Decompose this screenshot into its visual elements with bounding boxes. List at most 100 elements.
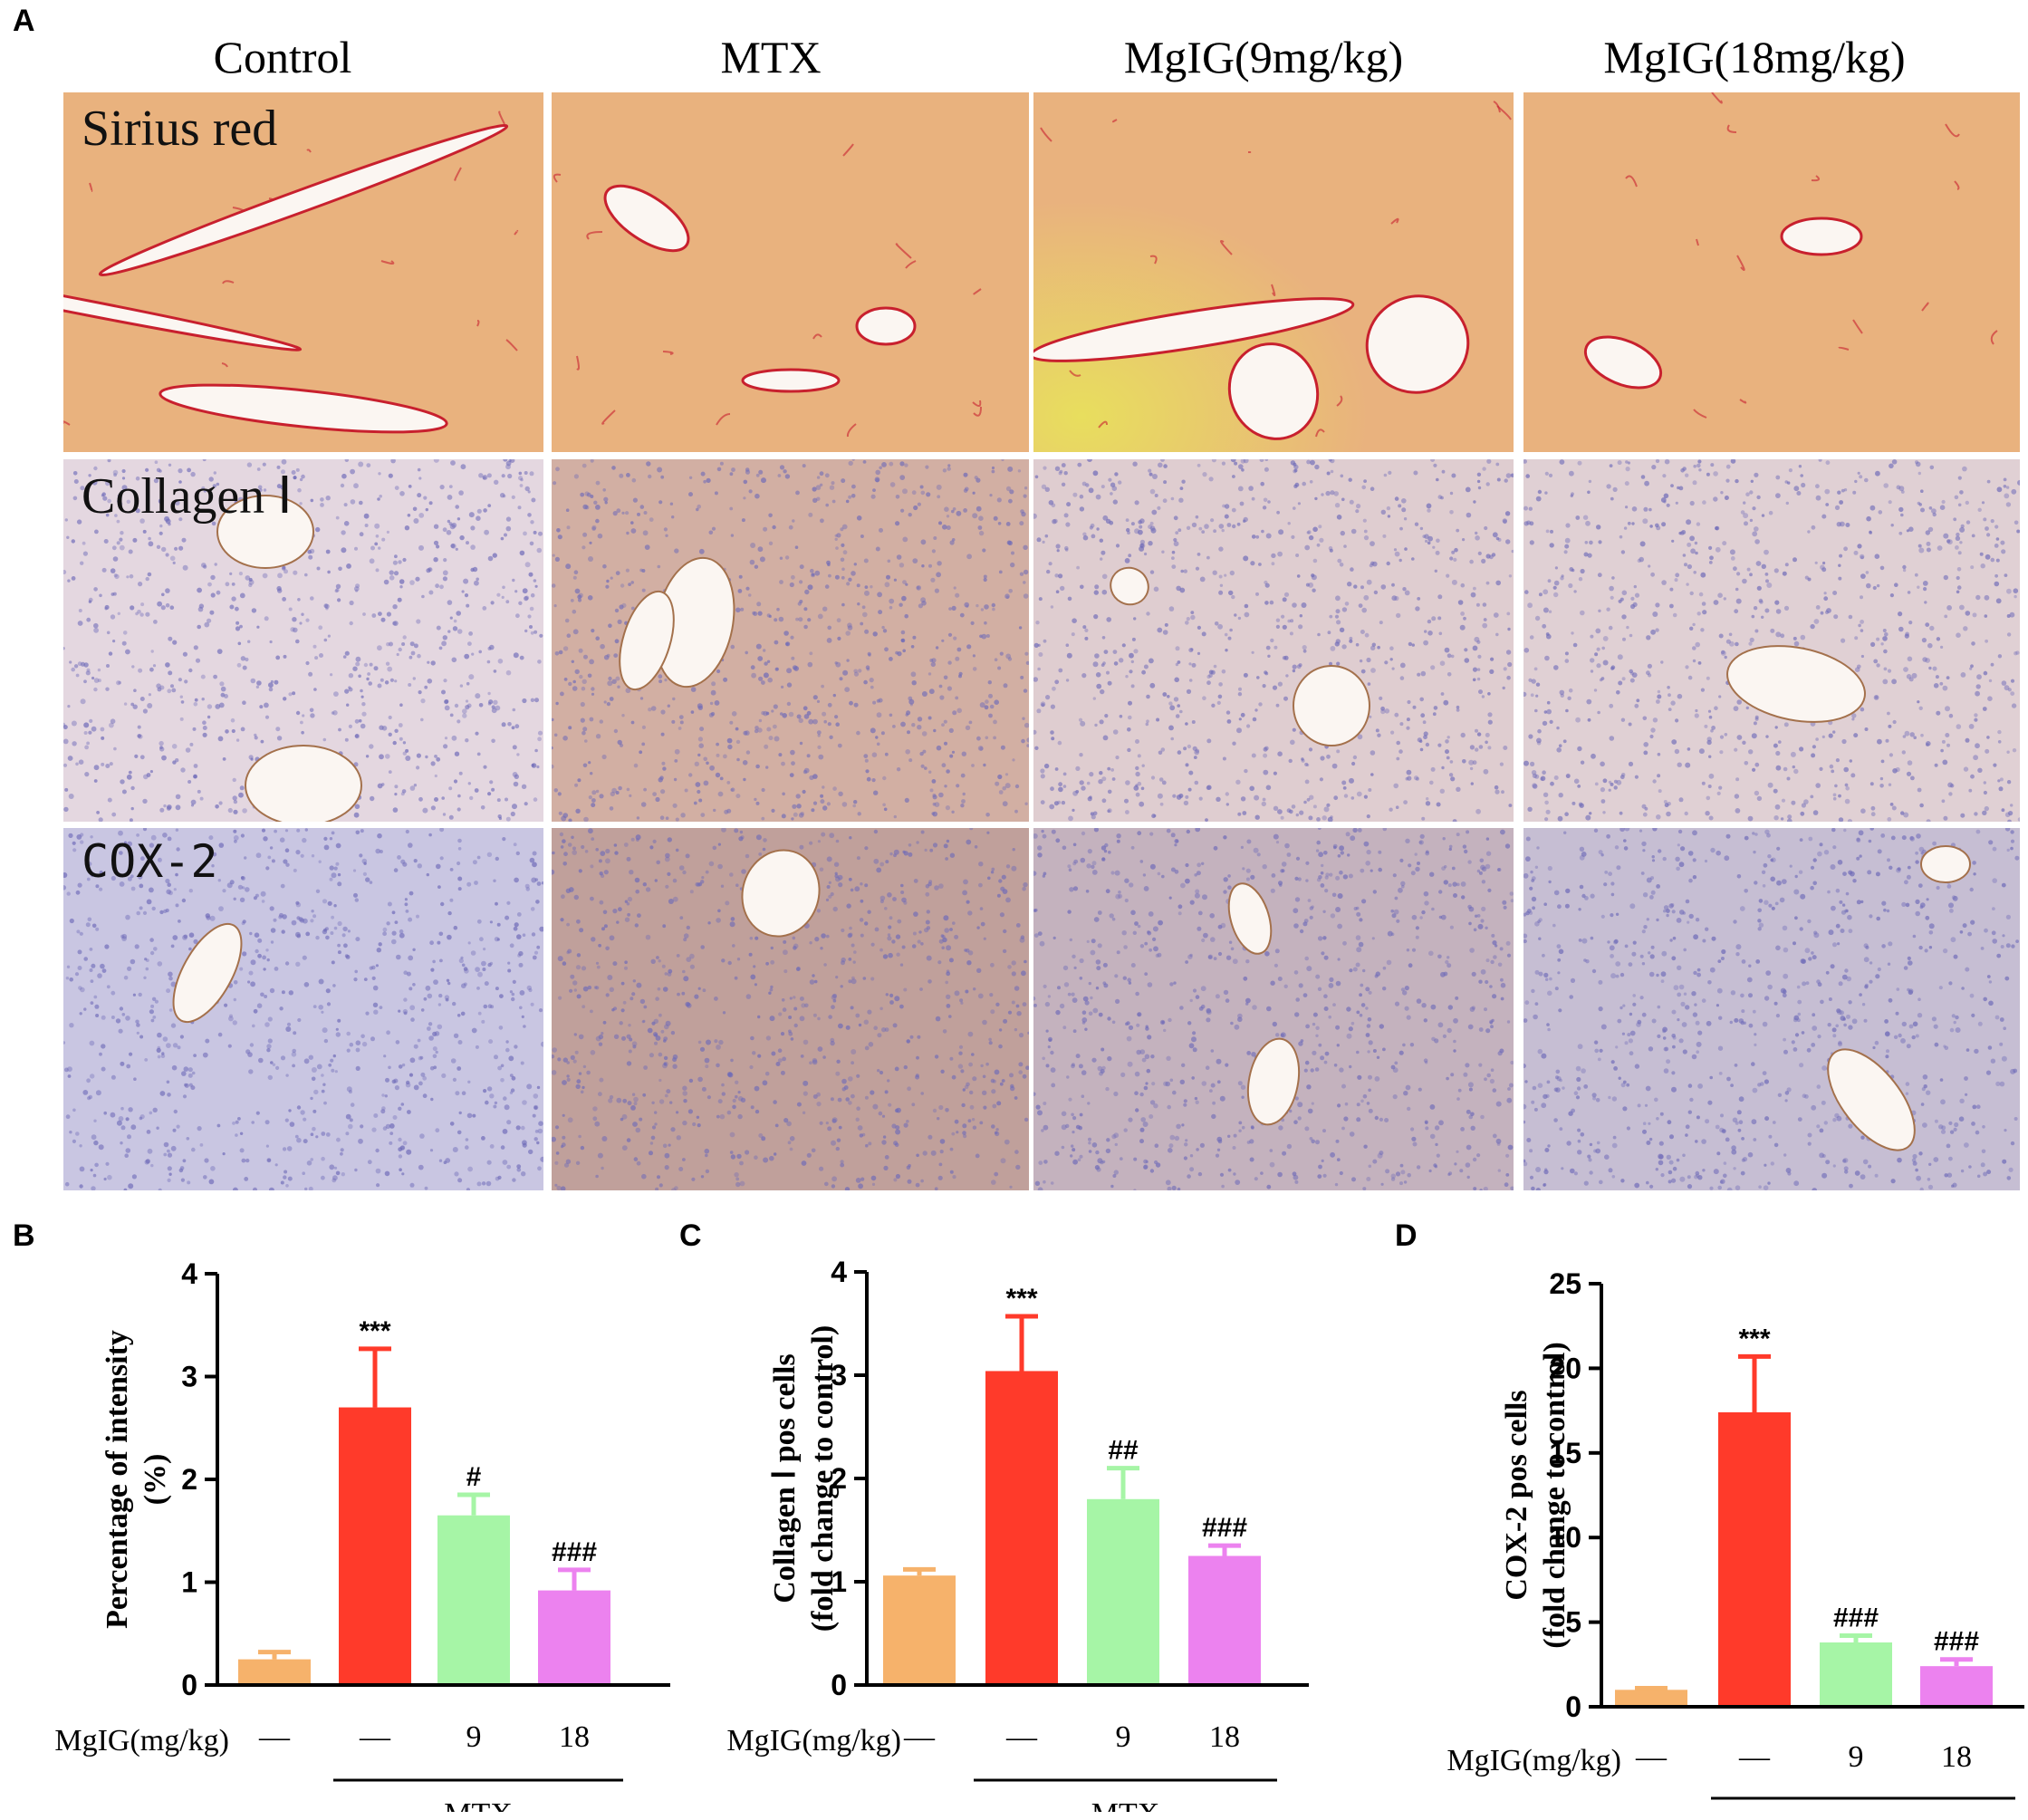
y-tick-label: 3 — [181, 1361, 197, 1393]
y-tick-label: 0 — [1565, 1690, 1581, 1723]
significance-label: # — [466, 1462, 482, 1492]
tissue-image — [1033, 459, 1514, 822]
micrograph-tile — [552, 459, 1029, 822]
significance-label: ### — [1202, 1513, 1247, 1543]
bar — [538, 1590, 610, 1685]
panel-letter-d: D — [1395, 1218, 1418, 1253]
significance-label: ### — [552, 1537, 597, 1567]
bar — [1188, 1555, 1261, 1685]
panel-letter-b: B — [13, 1218, 35, 1253]
y-axis-label: Percentage of intensity — [101, 1330, 134, 1629]
y-axis-label: (%) — [139, 1454, 172, 1506]
significance-label: ### — [1833, 1603, 1879, 1633]
bar — [1087, 1498, 1159, 1685]
micrograph-tile — [1033, 92, 1514, 452]
category-label: 9 — [466, 1720, 482, 1754]
micrograph-tile — [1523, 828, 2020, 1190]
micrograph-tile — [552, 92, 1029, 452]
y-tick-label: 20 — [1549, 1352, 1581, 1384]
category-label: — — [1005, 1720, 1038, 1754]
y-axis-label: (fold change to control) — [806, 1325, 840, 1632]
tissue-image — [552, 828, 1029, 1190]
row-label: COX-2 — [82, 835, 218, 888]
category-label: — — [258, 1720, 291, 1754]
x-axis-label: MgIG(mg/kg) — [1447, 1744, 1621, 1777]
bar — [883, 1575, 956, 1685]
bar — [1920, 1666, 1993, 1707]
significance-label: *** — [1738, 1324, 1770, 1353]
category-label: — — [359, 1720, 391, 1754]
category-label: 18 — [559, 1720, 590, 1754]
category-label: — — [903, 1720, 936, 1754]
micrograph-tile: COX-2 — [63, 828, 543, 1190]
y-tick-label: 2 — [831, 1462, 847, 1495]
tissue-image — [1523, 459, 2020, 822]
tissue-image — [1523, 92, 2020, 452]
micrograph-tile: Collagen Ⅰ — [63, 459, 543, 822]
bar — [1820, 1642, 1892, 1707]
y-tick-label: 1 — [181, 1566, 197, 1599]
y-axis-label: COX-2 pos cells — [1500, 1390, 1533, 1600]
micrograph-tile — [1523, 459, 2020, 822]
y-tick-label: 25 — [1549, 1267, 1581, 1300]
group-label: MTX — [1829, 1815, 1898, 1820]
category-label: 18 — [1209, 1720, 1240, 1754]
tissue-image — [552, 459, 1029, 822]
x-axis-label: MgIG(mg/kg) — [54, 1724, 229, 1757]
tissue-image — [552, 92, 1029, 452]
bar — [437, 1515, 510, 1685]
micrograph-tile — [1523, 92, 2020, 452]
column-header-mgig-18: MgIG(18mg/kg) — [1603, 32, 1906, 82]
group-label: MTX — [444, 1797, 513, 1812]
y-tick-label: 10 — [1549, 1521, 1581, 1554]
significance-label: *** — [359, 1316, 390, 1346]
tissue-image — [63, 92, 543, 452]
significance-label: ## — [1108, 1436, 1139, 1466]
category-label: — — [1738, 1740, 1771, 1774]
row-label: Sirius red — [82, 101, 278, 157]
micrograph-tile: Sirius red — [63, 92, 543, 452]
tissue-image — [1523, 828, 2020, 1190]
micrograph-tile — [552, 828, 1029, 1190]
tissue-image — [63, 459, 543, 822]
bar — [238, 1659, 311, 1685]
y-tick-label: 0 — [831, 1669, 847, 1701]
bar-chart-c: 0 1 2 3 4 Collagen Ⅰ pos cells (fold change to… — [675, 1232, 1390, 1820]
y-tick-label: 3 — [831, 1359, 847, 1391]
x-axis-label: MgIG(mg/kg) — [726, 1724, 901, 1757]
bar-chart-b: 0 1 2 3 4 Percentage of intensity (%) — *** — #9 ##… — [0, 1232, 675, 1820]
panel-letter-a: A — [13, 4, 35, 38]
column-header-mgig-9: MgIG(9mg/kg) — [1123, 32, 1404, 82]
y-tick-label: 4 — [181, 1257, 197, 1290]
significance-label: *** — [1005, 1284, 1037, 1314]
y-tick-label: 1 — [831, 1565, 847, 1598]
column-header-mtx: MTX — [720, 32, 822, 82]
category-label: 9 — [1116, 1720, 1131, 1754]
row-label: Collagen Ⅰ — [82, 468, 293, 525]
category-label: 9 — [1849, 1740, 1864, 1774]
bar — [985, 1371, 1058, 1685]
y-axis-label: Collagen Ⅰ pos cells — [768, 1353, 802, 1603]
column-header-control: Control — [213, 32, 352, 82]
y-tick-label: 2 — [181, 1463, 197, 1496]
tissue-image — [1033, 92, 1514, 452]
category-label: — — [1635, 1740, 1668, 1774]
tissue-image — [1033, 828, 1514, 1190]
y-tick-label: 0 — [181, 1669, 197, 1701]
y-axis-label: (fold change to control) — [1538, 1342, 1571, 1648]
panel-letter-c: C — [679, 1218, 702, 1253]
micrograph-tile — [1033, 459, 1514, 822]
y-tick-label: 5 — [1565, 1606, 1581, 1639]
significance-label: ### — [1934, 1627, 1979, 1657]
bar — [339, 1407, 411, 1685]
y-tick-label: 4 — [831, 1256, 847, 1288]
tissue-image — [63, 828, 543, 1190]
category-label: 18 — [1941, 1740, 1972, 1774]
group-label: MTX — [1091, 1797, 1160, 1812]
micrograph-tile — [1033, 828, 1514, 1190]
bar — [1615, 1690, 1687, 1707]
y-tick-label: 15 — [1549, 1437, 1581, 1469]
bar-chart-d: 0 5 10 15 20 25 COX-2 pos cells (fold change to… — [1390, 1232, 2028, 1820]
bar — [1718, 1411, 1791, 1707]
